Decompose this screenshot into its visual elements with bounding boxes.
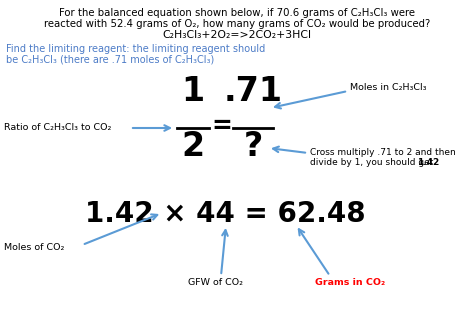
Text: 1.42: 1.42	[417, 158, 439, 167]
Text: .71: .71	[224, 75, 283, 108]
Text: 2: 2	[182, 130, 205, 163]
Text: For the balanced equation shown below, if 70.6 grams of C₂H₃Cl₃ were: For the balanced equation shown below, i…	[59, 8, 415, 18]
Text: reacted with 52.4 grams of O₂, how many grams of CO₂ would be produced?: reacted with 52.4 grams of O₂, how many …	[44, 19, 430, 29]
Text: Find the limiting reagent: the limiting reagent should: Find the limiting reagent: the limiting …	[6, 44, 265, 54]
Text: ?: ?	[243, 130, 263, 163]
Text: =: =	[211, 114, 232, 138]
Text: Cross multiply .71 to 2 and then: Cross multiply .71 to 2 and then	[310, 148, 456, 157]
Text: Moles of CO₂: Moles of CO₂	[4, 244, 64, 253]
Text: Ratio of C₂H₃Cl₃ to CO₂: Ratio of C₂H₃Cl₃ to CO₂	[4, 123, 111, 132]
Text: Grams in CO₂: Grams in CO₂	[315, 278, 385, 287]
Text: Moles in C₂H₃Cl₃: Moles in C₂H₃Cl₃	[350, 83, 427, 92]
Text: 1.42 × 44 = 62.48: 1.42 × 44 = 62.48	[85, 200, 365, 228]
Text: C₂H₃Cl₃+2O₂=>2CO₂+3HCl: C₂H₃Cl₃+2O₂=>2CO₂+3HCl	[163, 30, 311, 40]
Text: be C₂H₃Cl₃ (there are .71 moles of C₂H₃Cl₃): be C₂H₃Cl₃ (there are .71 moles of C₂H₃C…	[6, 54, 214, 64]
Text: GFW of CO₂: GFW of CO₂	[189, 278, 244, 287]
Text: divide by 1, you should get: divide by 1, you should get	[310, 158, 436, 167]
Text: 1: 1	[182, 75, 205, 108]
